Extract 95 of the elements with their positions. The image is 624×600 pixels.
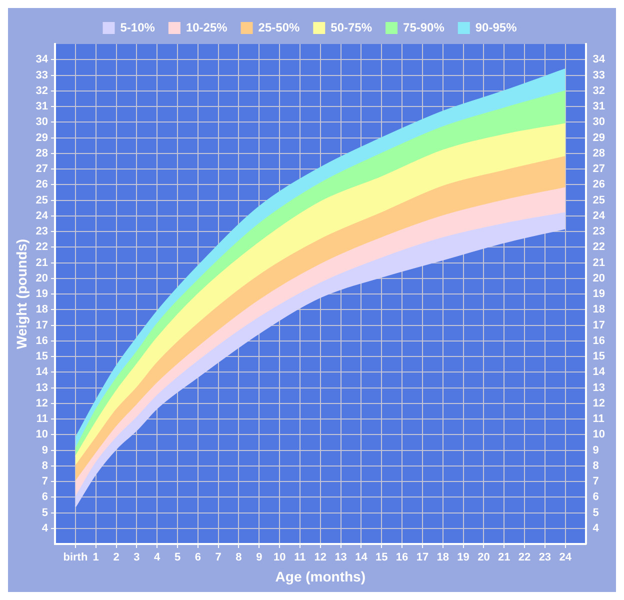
x-tick-label: 19: [457, 552, 470, 564]
x-tick-label: 21: [498, 552, 510, 564]
y2-tick-label: 20: [592, 272, 606, 284]
y2-tick-label: 31: [592, 100, 606, 113]
y-tick-label: 20: [36, 272, 48, 284]
y-tick-label: 6: [42, 491, 48, 504]
x-tick-label: 2: [113, 552, 120, 564]
legend-label: 25-50%: [258, 20, 300, 34]
y2-tick-label: 4: [592, 522, 600, 534]
y-tick-label: 5: [42, 506, 48, 519]
y-tick-label: 16: [36, 334, 48, 347]
legend-label: 50-75%: [330, 20, 372, 34]
y-tick-label: 29: [36, 132, 48, 144]
legend-label: 5-10%: [120, 20, 156, 34]
x-tick-label: birth: [63, 552, 88, 564]
x-tick-label: 17: [416, 552, 429, 564]
y-tick-label: 19: [36, 288, 48, 300]
x-tick-label: 4: [154, 552, 162, 564]
x-tick-label: 24: [559, 552, 572, 564]
x-tick-label: 12: [314, 552, 327, 564]
x-tick-label: 1: [92, 552, 99, 564]
legend-label: 90-95%: [475, 20, 518, 34]
y-tick-label: 28: [36, 147, 48, 160]
x-tick-label: 20: [478, 552, 490, 564]
y2-tick-label: 21: [592, 256, 606, 269]
y-tick-label: 26: [36, 178, 48, 191]
x-tick-label: 14: [355, 552, 368, 564]
x-tick-label: 8: [236, 552, 242, 564]
legend-label: 10-25%: [186, 20, 228, 34]
y-tick-label: 7: [42, 476, 48, 488]
x-tick-label: 5: [174, 552, 181, 564]
y2-tick-label: 30: [592, 116, 606, 128]
y2-tick-label: 8: [592, 460, 599, 472]
y2-tick-label: 29: [592, 132, 606, 144]
y-tick-label: 9: [42, 444, 48, 456]
y-axis-title: Weight (pounds): [13, 238, 30, 350]
x-tick-label: 18: [436, 552, 449, 564]
y2-tick-label: 22: [592, 241, 606, 254]
y-tick-label: 14: [36, 366, 49, 378]
y2-tick-label: 18: [592, 304, 606, 316]
y-tick-label: 13: [36, 382, 48, 394]
y2-tick-label: 24: [592, 210, 606, 222]
y2-tick-label: 9: [592, 444, 599, 456]
x-tick-label: 22: [518, 552, 531, 564]
y-tick-label: 17: [36, 319, 48, 332]
y-tick-label: 23: [36, 226, 48, 238]
y2-tick-label: 27: [592, 163, 606, 176]
y2-tick-label: 32: [592, 84, 606, 97]
x-tick-label: 6: [194, 552, 201, 564]
y2-tick-label: 12: [592, 397, 606, 410]
x-tick-label: 3: [134, 552, 140, 564]
y-tick-label: 4: [42, 522, 49, 534]
y-tick-label: 12: [36, 397, 48, 410]
y2-tick-label: 11: [592, 413, 604, 426]
y2-tick-label: 6: [592, 491, 599, 504]
y-tick-label: 18: [36, 304, 48, 316]
y2-tick-label: 7: [592, 476, 599, 488]
y2-tick-label: 5: [592, 506, 599, 519]
y-tick-label: 31: [36, 100, 48, 113]
y-tick-label: 34: [36, 54, 49, 66]
y2-tick-label: 13: [592, 382, 606, 394]
x-tick-label: 7: [215, 552, 222, 564]
y2-tick-label: 10: [592, 428, 606, 441]
y-tick-label: 30: [36, 116, 48, 128]
x-tick-label: 10: [273, 552, 286, 564]
y-tick-label: 21: [36, 256, 48, 269]
x-tick-label: 11: [294, 552, 306, 564]
y2-tick-label: 25: [592, 194, 606, 206]
y-tick-label: 33: [36, 69, 48, 82]
x-tick-label: 13: [334, 552, 347, 564]
y2-tick-label: 19: [592, 288, 606, 300]
y2-tick-label: 28: [592, 147, 606, 160]
y-tick-label: 32: [36, 84, 48, 97]
y-tick-label: 11: [36, 413, 48, 426]
y2-tick-label: 33: [592, 69, 606, 82]
x-tick-label: 9: [256, 552, 262, 564]
y2-tick-label: 17: [592, 319, 606, 332]
y2-tick-label: 15: [592, 350, 606, 363]
x-tick-label: 15: [376, 552, 388, 564]
x-tick-label: 23: [538, 552, 552, 564]
y2-tick-label: 26: [592, 178, 606, 191]
y-tick-label: 27: [36, 163, 48, 176]
x-axis-title: Age (months): [275, 568, 366, 584]
legend-label: 75-90%: [403, 20, 445, 34]
y2-tick-label: 34: [592, 54, 606, 66]
y-tick-label: 22: [36, 241, 48, 254]
y-tick-label: 8: [42, 460, 48, 472]
x-tick-label: 16: [396, 552, 408, 564]
y2-tick-label: 16: [592, 334, 606, 347]
y2-tick-label: 23: [592, 226, 606, 238]
y-tick-label: 10: [36, 428, 48, 441]
y-tick-label: 25: [36, 194, 48, 206]
y-tick-label: 24: [36, 210, 49, 222]
y-tick-label: 15: [36, 350, 48, 363]
y2-tick-label: 14: [592, 366, 606, 378]
